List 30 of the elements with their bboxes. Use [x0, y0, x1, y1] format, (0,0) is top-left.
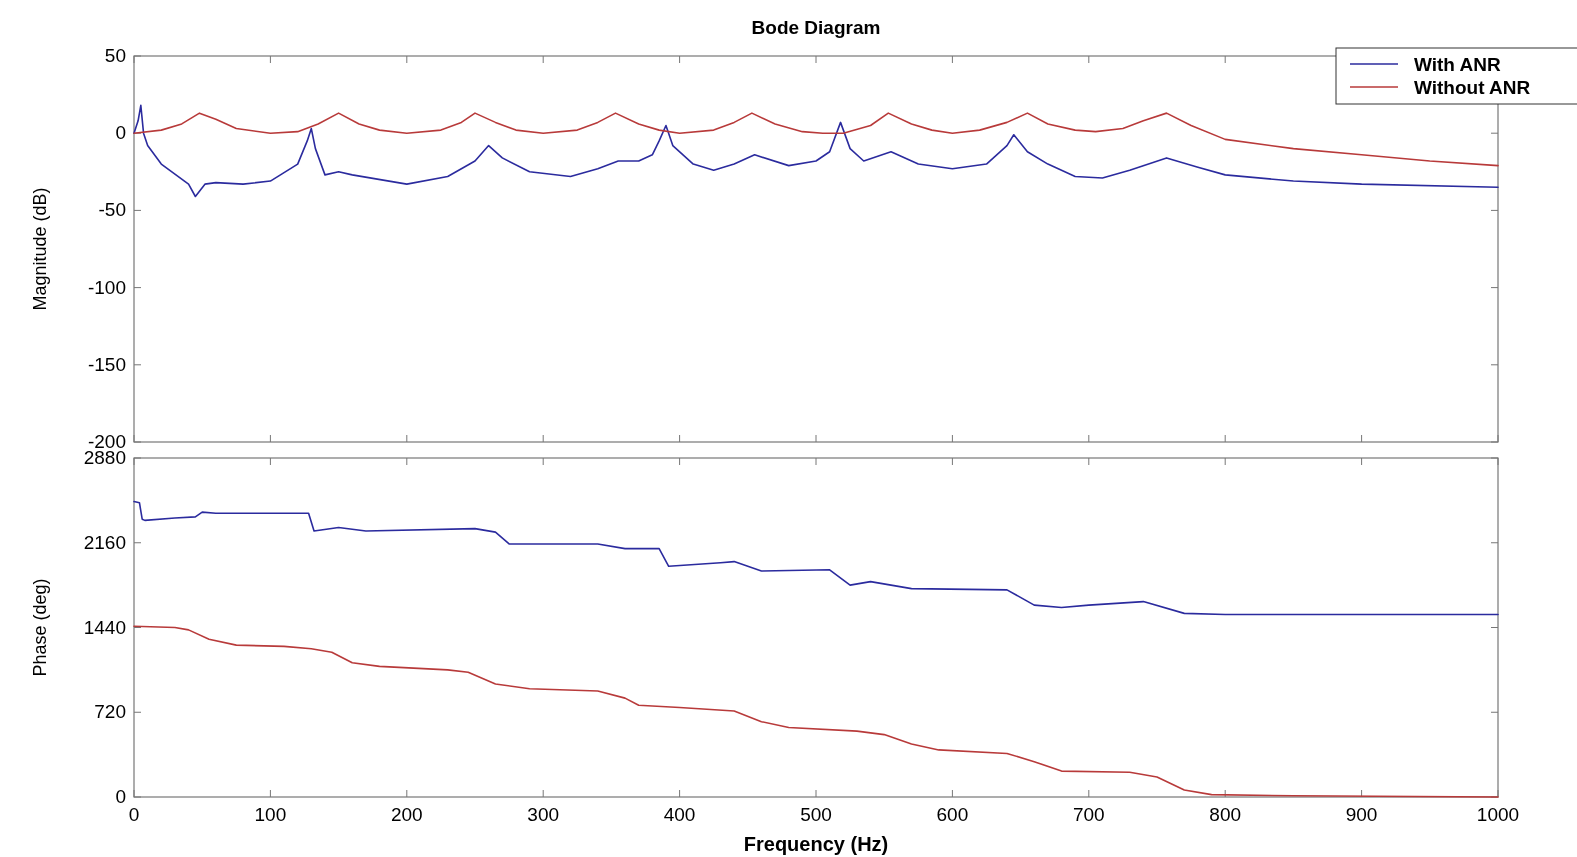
y-axis-title: Magnitude (dB) [30, 187, 50, 311]
x-tick-label: 500 [800, 804, 832, 825]
x-tick-label: 0 [128, 804, 140, 825]
y-tick-label: 720 [94, 701, 126, 723]
x-tick-label: 300 [527, 804, 560, 825]
chart-title: Bode Diagram [751, 17, 881, 38]
y-tick-label: -50 [98, 199, 126, 221]
y-tick-label: 0 [115, 122, 126, 144]
x-tick-label: 200 [390, 804, 423, 825]
legend-label: Without ANR [1414, 77, 1531, 98]
line-series [133, 104, 1499, 198]
line-series [133, 625, 1499, 798]
x-tick-label: 400 [663, 804, 696, 825]
x-tick-label: 100 [254, 804, 287, 825]
x-tick-label: 600 [936, 804, 969, 825]
x-tick-label: 700 [1072, 804, 1105, 825]
line-series [133, 112, 1499, 167]
y-tick-label: -100 [87, 276, 126, 298]
line-series [133, 500, 1499, 616]
x-tick-label: 1000 [1476, 804, 1520, 825]
y-tick-label: 50 [104, 45, 126, 66]
y-tick-label: 0 [115, 786, 126, 807]
y-axis-title: Phase (deg) [30, 578, 50, 677]
legend-label: With ANR [1414, 54, 1501, 75]
y-tick-label: 2160 [83, 531, 126, 553]
x-tick-label: 900 [1345, 804, 1378, 825]
x-axis-title: Frequency (Hz) [743, 833, 889, 855]
y-tick-label: 1440 [83, 616, 126, 638]
x-tick-label: 800 [1209, 804, 1242, 825]
y-tick-label: -150 [87, 353, 126, 375]
